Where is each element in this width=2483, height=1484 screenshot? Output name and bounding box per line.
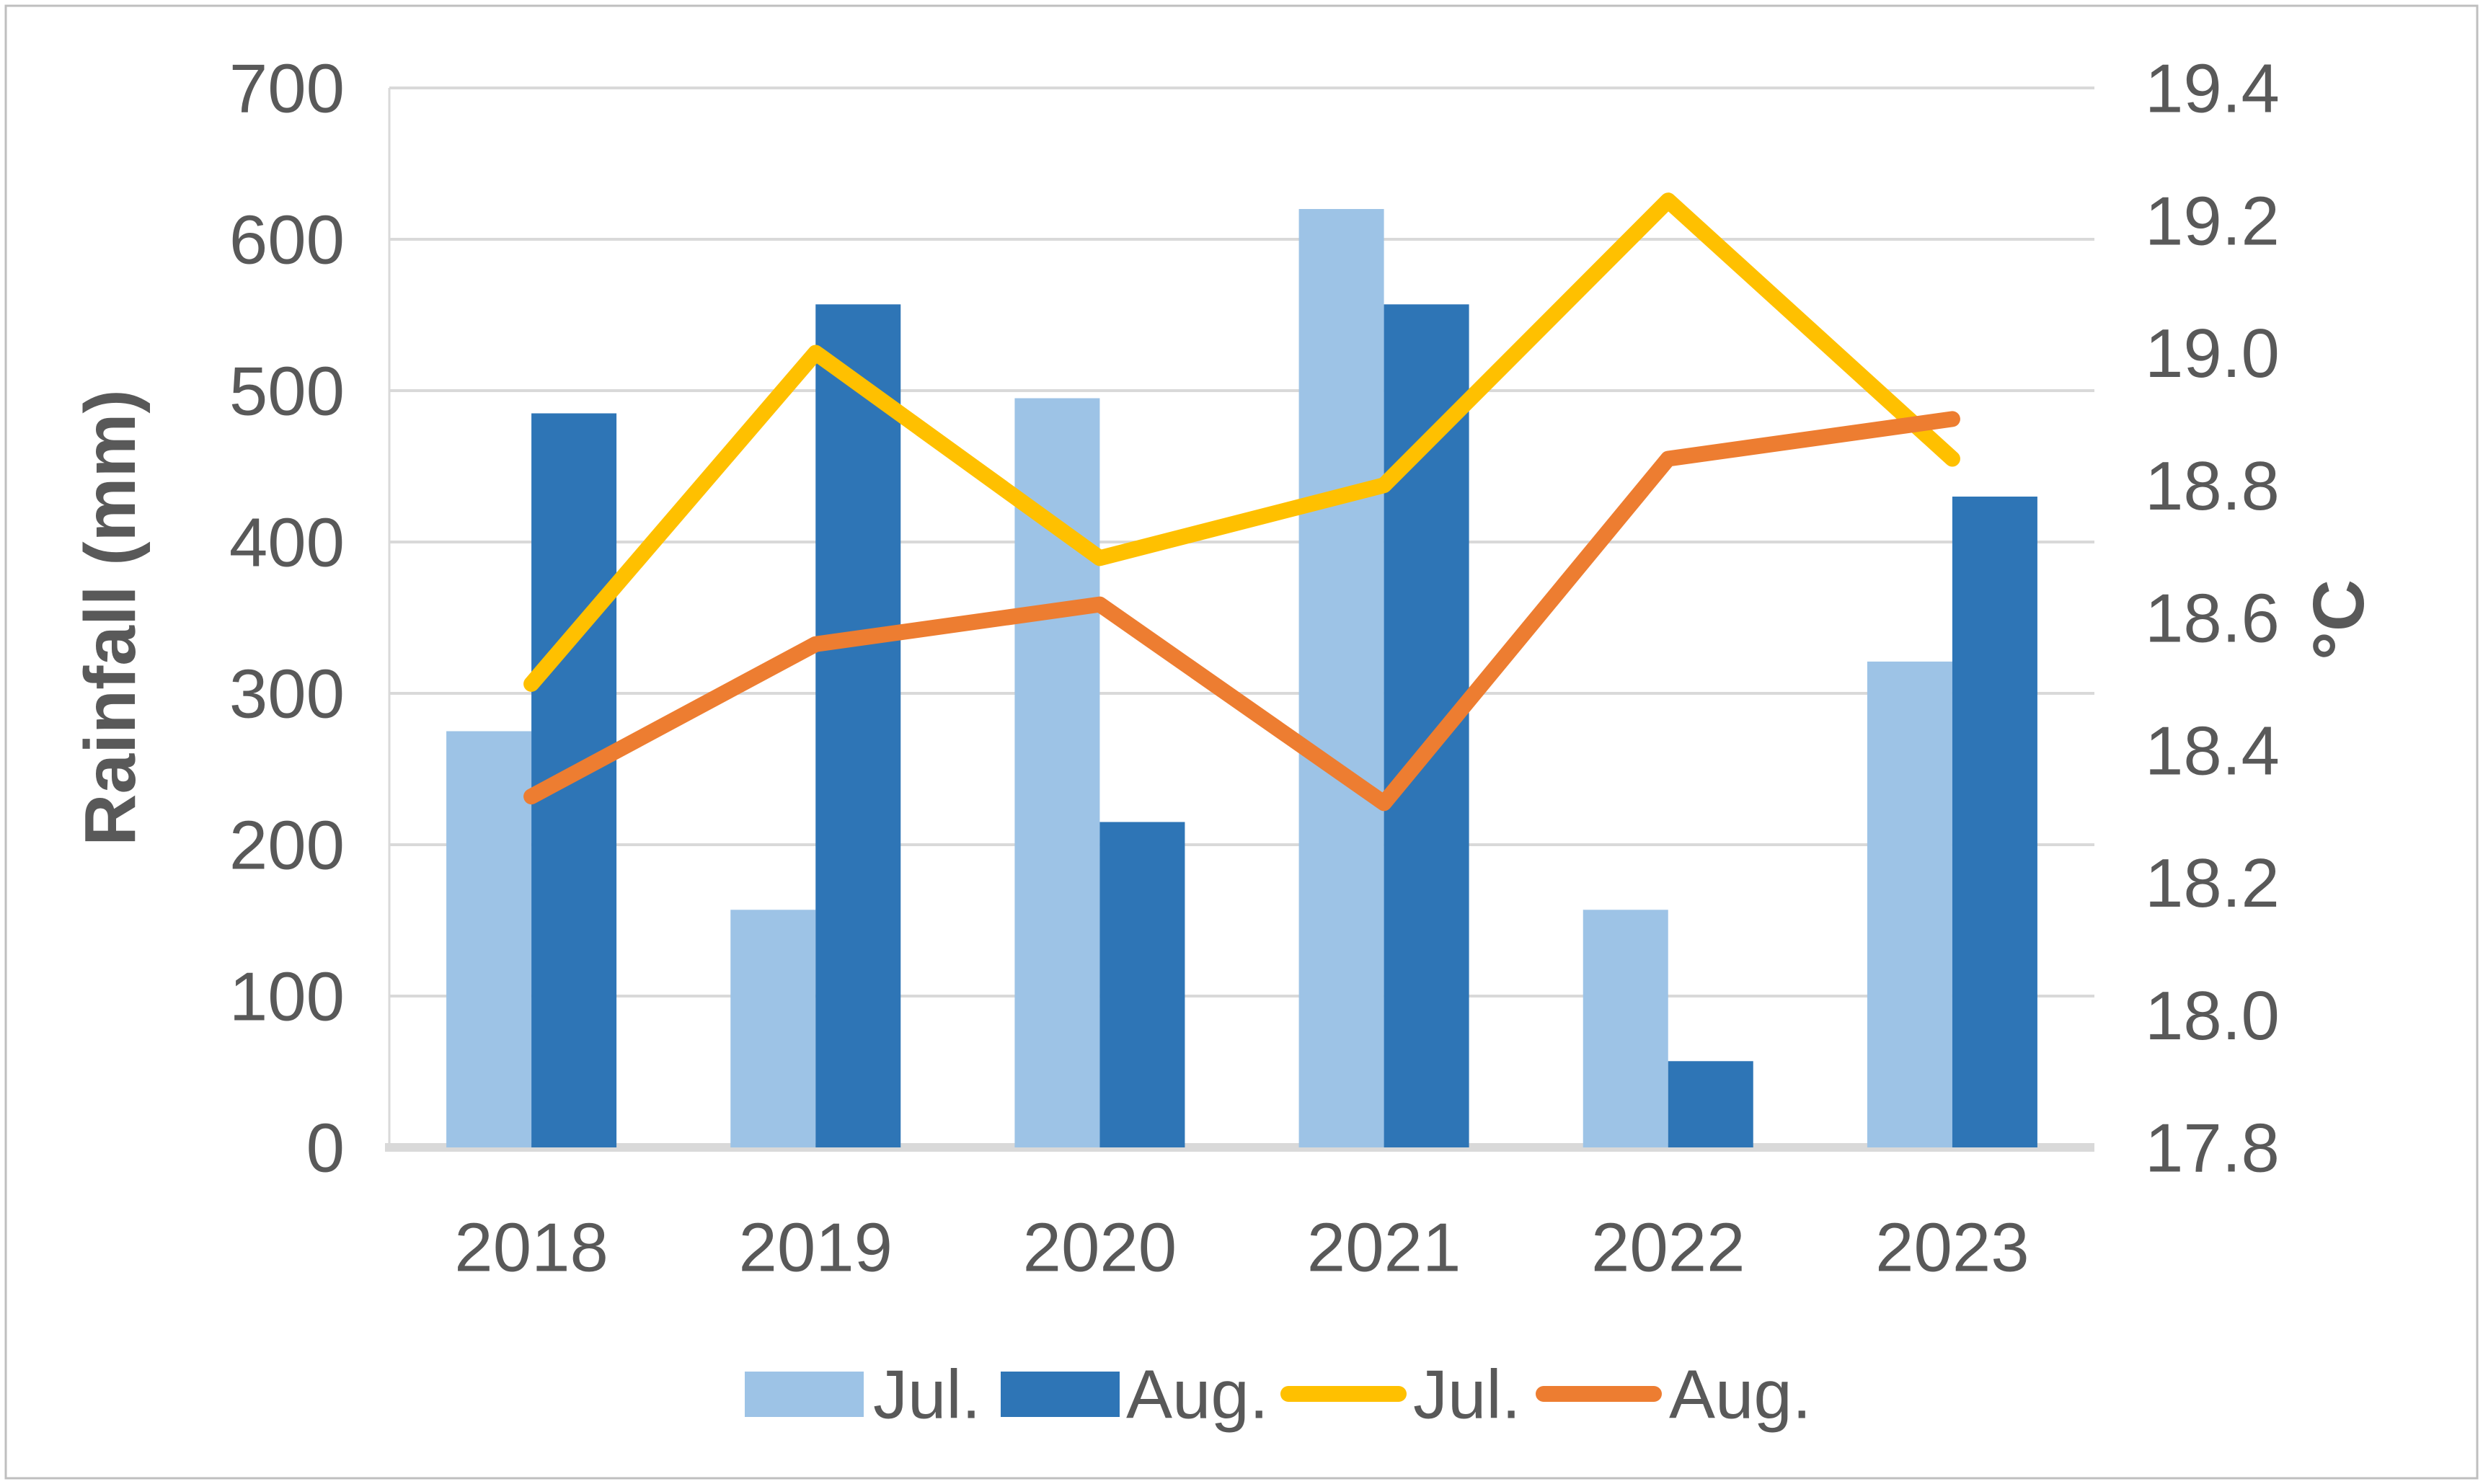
bar-jul-2021 <box>1298 209 1384 1147</box>
x-axis-label: 2023 <box>1875 1209 2030 1287</box>
left-axis-tick-label: 0 <box>306 1110 345 1187</box>
left-axis-tick-label: 100 <box>229 959 345 1036</box>
right-axis-tick-label: 17.8 <box>2145 1110 2280 1187</box>
left-axis-title: Rainfall (mm) <box>70 389 151 845</box>
legend-label: Aug. <box>1669 1356 1811 1434</box>
x-axis-label: 2019 <box>738 1209 893 1287</box>
right-axis-title: °C <box>2298 579 2379 660</box>
x-axis-labels: 2018 2019 2020 2021 2022 2023 <box>454 1209 2029 1287</box>
right-axis-tick-label: 18.0 <box>2145 977 2280 1054</box>
bar-aug-2020 <box>1099 822 1185 1147</box>
legend-swatch-jul-bar <box>745 1372 864 1417</box>
bar-jul-2022 <box>1583 910 1668 1147</box>
right-axis-tick-label: 18.2 <box>2145 845 2280 922</box>
legend-label: Jul. <box>873 1356 981 1434</box>
legend-label: Jul. <box>1413 1356 1521 1434</box>
right-axis-tick-label: 18.8 <box>2145 448 2280 525</box>
bar-jul-2018 <box>446 731 532 1147</box>
right-axis-tick-labels: 17.8 18.0 18.2 18.4 18.6 18.8 19.0 19.2 19.4 <box>2145 50 2280 1187</box>
bar-jul-2023 <box>1867 661 1952 1147</box>
right-axis-tick-label: 19.2 <box>2145 182 2280 259</box>
left-axis-tick-label: 700 <box>229 50 345 128</box>
legend-label: Aug. <box>1126 1356 1268 1434</box>
bar-aug-2019 <box>815 304 901 1147</box>
bar-series-Jul <box>446 209 1952 1147</box>
left-axis-tick-label: 400 <box>229 505 345 582</box>
left-axis-tick-label: 600 <box>229 202 345 279</box>
bar-aug-2023 <box>1952 497 2037 1147</box>
legend-swatch-aug-bar <box>1001 1372 1120 1417</box>
legend: Jul. Aug. Jul. Aug. <box>745 1356 1811 1434</box>
right-axis-tick-label: 19.0 <box>2145 315 2280 392</box>
left-axis-tick-label: 200 <box>229 807 345 884</box>
x-axis-label: 2018 <box>454 1209 608 1287</box>
right-axis-tick-label: 18.4 <box>2145 712 2280 789</box>
figure-border <box>4 4 2479 1480</box>
x-axis-label: 2020 <box>1023 1209 1177 1287</box>
bar-aug-2022 <box>1668 1061 1753 1147</box>
x-axis-label: 2021 <box>1307 1209 1461 1287</box>
x-axis-label: 2022 <box>1591 1209 1745 1287</box>
left-axis-tick-labels: 0 100 200 300 400 500 600 700 <box>229 50 345 1187</box>
line-series-aug <box>523 411 1960 812</box>
right-axis-tick-label: 18.6 <box>2145 580 2280 657</box>
left-axis-tick-label: 500 <box>229 353 345 430</box>
line-series-jul <box>523 192 1960 692</box>
left-axis-tick-label: 300 <box>229 656 345 733</box>
bar-jul-2019 <box>730 910 816 1147</box>
right-axis-tick-label: 19.4 <box>2145 50 2280 128</box>
